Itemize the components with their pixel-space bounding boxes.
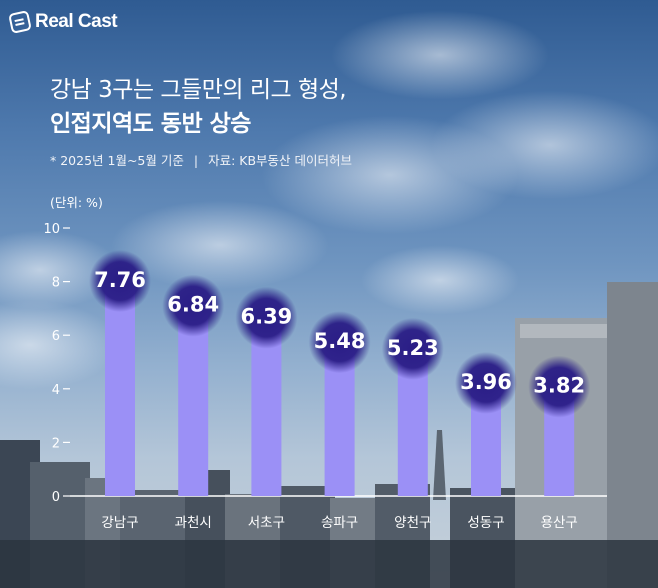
value-bubble (455, 351, 517, 414)
unit-label: (단위: %) (50, 195, 103, 210)
title-line-2: 인접지역도 동반 상승 (50, 111, 251, 137)
source-text: 자료: KB부동산 데이터허브 (208, 153, 353, 168)
y-tick-label: 4 (52, 383, 60, 398)
data-label: 3.82 (533, 374, 585, 398)
value-bubble (308, 311, 371, 374)
bar (178, 312, 209, 496)
x-tick-label: 서초구 (248, 515, 285, 531)
brand-logo: Real Cast (8, 10, 118, 34)
data-label: 3.96 (460, 370, 512, 394)
bars: 7.76 강남구 6.84 과천시 6.39 서초구 5.48 송파구 5.23 양천구 3.96 성… (89, 250, 591, 531)
y-tick-label: 10 (43, 222, 60, 237)
bar (324, 349, 355, 496)
x-tick-label: 양천구 (394, 515, 431, 531)
source-note: * 2025년 1월~5월 기준 | 자료: KB부동산 데이터허브 (50, 150, 352, 169)
y-tick-label: 2 (52, 436, 60, 451)
bar (105, 288, 135, 496)
x-tick-label: 강남구 (101, 515, 138, 531)
cloud (330, 10, 550, 100)
data-label: 6.84 (167, 293, 219, 317)
note-separator: | (193, 153, 199, 168)
value-bubble (162, 274, 225, 337)
x-tick-label: 송파구 (321, 515, 358, 531)
y-tick-label: 6 (52, 329, 60, 344)
data-label: 5.23 (387, 336, 439, 360)
period-note: * 2025년 1월~5월 기준 (50, 153, 184, 168)
value-bubble (528, 355, 591, 418)
brand-name: Real Cast (35, 11, 118, 32)
data-label: 6.39 (240, 305, 292, 329)
city-skyline (0, 282, 658, 588)
cloud (430, 90, 658, 200)
realcast-logo-icon (8, 10, 32, 34)
data-label: 7.76 (94, 268, 146, 292)
value-bubble (89, 250, 151, 313)
x-tick-label: 용산구 (541, 515, 578, 531)
x-tick-label: 성동구 (467, 515, 504, 531)
bar (251, 324, 282, 496)
y-tick-label: 8 (52, 276, 60, 291)
x-tick-label: 과천시 (175, 515, 212, 531)
data-label: 5.48 (314, 329, 366, 353)
cloud (360, 245, 520, 315)
y-tick-label: 0 (52, 490, 60, 505)
y-axis: 10 8 6 4 2 0 (43, 222, 70, 505)
value-bubble (235, 286, 298, 349)
title-line-1: 강남 3구는 그들만의 리그 형성, (50, 77, 347, 103)
value-bubble (381, 317, 444, 380)
